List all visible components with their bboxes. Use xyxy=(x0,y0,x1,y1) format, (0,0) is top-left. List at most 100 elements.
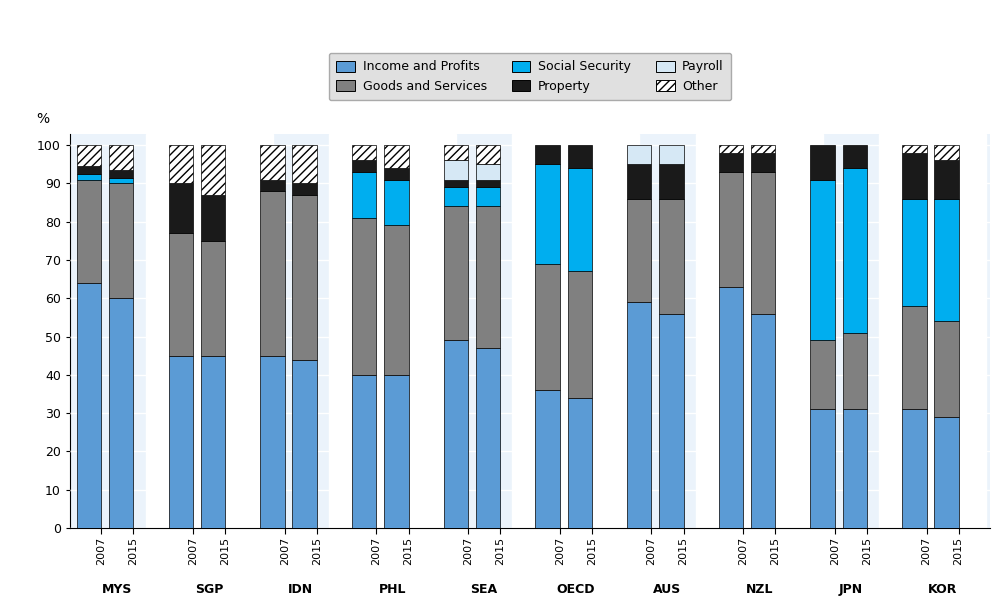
Text: OECD: OECD xyxy=(557,583,595,596)
Bar xyxy=(352,375,376,528)
Bar xyxy=(384,180,409,225)
Bar xyxy=(169,183,193,233)
Text: SEA: SEA xyxy=(471,583,498,596)
Bar xyxy=(476,180,500,187)
Bar xyxy=(421,134,456,528)
Bar xyxy=(934,145,959,160)
Bar xyxy=(659,198,684,314)
Bar xyxy=(535,164,560,264)
Bar xyxy=(934,160,959,198)
Text: MYS: MYS xyxy=(102,583,133,596)
Bar xyxy=(109,178,133,183)
Bar xyxy=(810,180,835,341)
Bar xyxy=(512,134,548,528)
Bar xyxy=(604,134,639,528)
Bar xyxy=(476,187,500,206)
Bar xyxy=(77,283,101,528)
Bar xyxy=(440,134,528,528)
Bar xyxy=(169,233,193,356)
Bar xyxy=(568,398,592,528)
Bar xyxy=(201,195,225,241)
Bar xyxy=(109,183,133,298)
Text: NZL: NZL xyxy=(745,583,773,596)
Bar xyxy=(444,341,468,528)
Bar xyxy=(568,145,592,168)
Bar xyxy=(810,145,835,180)
Bar xyxy=(260,145,285,180)
Bar xyxy=(109,170,133,178)
Bar xyxy=(292,183,317,195)
Bar xyxy=(934,198,959,321)
Bar xyxy=(476,206,500,348)
Bar xyxy=(444,206,468,341)
Bar xyxy=(810,409,835,528)
Bar xyxy=(384,225,409,375)
Bar xyxy=(201,241,225,356)
Bar xyxy=(934,417,959,528)
Bar xyxy=(292,359,317,528)
Bar xyxy=(624,134,711,528)
Bar xyxy=(568,271,592,398)
Bar xyxy=(444,180,468,187)
Bar xyxy=(77,174,101,180)
Text: AUS: AUS xyxy=(653,583,682,596)
Bar xyxy=(352,145,376,160)
Bar xyxy=(879,134,914,528)
Bar xyxy=(532,134,620,528)
Bar xyxy=(384,168,409,180)
Bar xyxy=(77,145,101,166)
Bar xyxy=(349,134,436,528)
Bar xyxy=(535,145,560,164)
Bar xyxy=(659,314,684,528)
Bar xyxy=(902,306,927,409)
Bar xyxy=(476,348,500,528)
Bar xyxy=(627,198,651,302)
Bar xyxy=(751,314,775,528)
Bar xyxy=(568,168,592,271)
Text: SGP: SGP xyxy=(195,583,223,596)
Bar xyxy=(719,287,743,528)
Bar xyxy=(751,145,775,153)
Bar xyxy=(109,145,133,170)
Bar xyxy=(902,145,927,153)
Bar xyxy=(352,218,376,375)
Bar xyxy=(751,172,775,314)
Bar xyxy=(902,409,927,528)
Bar xyxy=(77,166,101,174)
Bar xyxy=(237,134,273,528)
Bar xyxy=(329,134,364,528)
Bar xyxy=(260,180,285,191)
Bar xyxy=(810,341,835,409)
Text: JPN: JPN xyxy=(839,583,863,596)
Bar xyxy=(535,390,560,528)
Bar xyxy=(476,145,500,164)
Bar xyxy=(627,302,651,528)
Bar xyxy=(257,134,345,528)
Bar xyxy=(899,134,986,528)
Bar xyxy=(787,134,823,528)
Bar xyxy=(201,356,225,528)
Bar xyxy=(77,180,101,283)
Bar xyxy=(169,145,193,183)
Bar xyxy=(719,172,743,287)
Bar xyxy=(843,409,867,528)
Text: IDN: IDN xyxy=(288,583,313,596)
Bar xyxy=(627,164,651,198)
Bar xyxy=(384,145,409,168)
Y-axis label: %: % xyxy=(36,112,49,126)
Bar xyxy=(201,145,225,195)
Bar xyxy=(384,375,409,528)
Bar xyxy=(659,145,684,164)
Bar xyxy=(696,134,731,528)
Bar xyxy=(715,134,803,528)
Text: KOR: KOR xyxy=(928,583,957,596)
Bar xyxy=(535,264,560,390)
Bar xyxy=(260,191,285,356)
Bar xyxy=(659,164,684,198)
Bar xyxy=(352,160,376,172)
Bar xyxy=(719,145,743,153)
Bar xyxy=(843,333,867,409)
Text: PHL: PHL xyxy=(379,583,406,596)
Bar xyxy=(109,298,133,528)
Bar xyxy=(902,198,927,306)
